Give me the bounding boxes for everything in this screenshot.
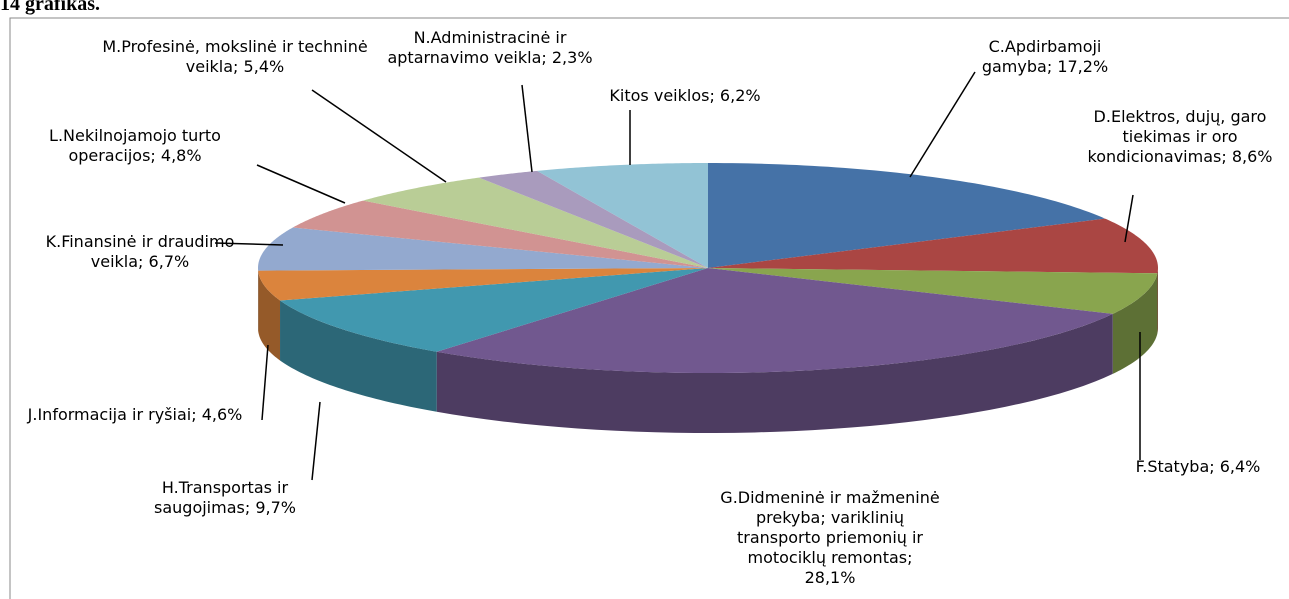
leader-line — [311, 89, 447, 183]
slice — [708, 218, 1158, 274]
leader-line — [261, 344, 269, 421]
value-label: 6,7% — [148, 252, 190, 271]
leader-line — [214, 242, 284, 246]
data-label: J.Informacija ir ryšiai; 4,6% — [5, 405, 265, 425]
leader-line — [521, 84, 533, 173]
data-label: H.Transportas ir saugojimas; 9,7% — [120, 478, 330, 518]
value-label: 2,3% — [551, 48, 593, 67]
value-label: 9,7% — [255, 498, 296, 517]
data-label: L.Nekilnojamojo turto operacijos; 4,8% — [20, 126, 250, 166]
category-label: D.Elektros, dujų, garo tiekimas ir oro k… — [1087, 107, 1267, 166]
data-label: G.Didmeninė ir mažmeninė prekyba; varikl… — [720, 488, 940, 588]
slice — [708, 268, 1158, 314]
slice-side — [280, 300, 437, 412]
slice-side — [436, 313, 1113, 433]
leader-line — [1124, 194, 1134, 243]
value-label: 6,2% — [719, 86, 761, 105]
data-label: M.Profesinė, mokslinė ir techninė veikla… — [100, 37, 370, 77]
slice — [258, 268, 708, 301]
slice — [258, 227, 708, 271]
data-label: F.Statyba; 6,4% — [1108, 457, 1288, 477]
slice — [292, 200, 708, 268]
value-label: 5,4% — [243, 57, 285, 76]
slice-side — [258, 270, 281, 361]
data-label: K.Finansinė ir draudimo veikla; 6,7% — [30, 232, 250, 272]
data-label: C.Apdirbamoji gamyba; 17,2% — [965, 37, 1125, 77]
slice — [708, 163, 1106, 268]
slice — [280, 268, 708, 352]
category-label: M.Profesinė, mokslinė ir techninė veikla… — [102, 37, 368, 76]
value-label: 8,6% — [1231, 147, 1273, 166]
slice-side — [1112, 273, 1158, 374]
value-label: 6,4% — [1219, 457, 1261, 476]
slice — [478, 170, 708, 268]
category-label: G.Didmeninė ir mažmeninė prekyba; varikl… — [720, 488, 940, 567]
leader-line — [909, 71, 976, 178]
slice — [537, 163, 708, 268]
chart-title: 14 grafikas. — [0, 0, 100, 15]
chart-frame — [9, 17, 1289, 599]
value-label: 28,1% — [804, 568, 856, 587]
value-label: 4,6% — [201, 405, 243, 424]
category-label: H.Transportas ir saugojimas; — [154, 478, 289, 517]
category-label: N.Administracinė ir aptarnavimo veikla; — [387, 28, 567, 67]
slice — [436, 268, 1113, 373]
value-label: 4,8% — [160, 146, 202, 165]
data-label: Kitos veiklos; 6,2% — [560, 86, 810, 106]
data-label: N.Administracinė ir aptarnavimo veikla; … — [375, 28, 605, 68]
leader-line — [256, 164, 346, 204]
category-label: J.Informacija ir ryšiai; — [27, 405, 197, 424]
data-label: D.Elektros, dujų, garo tiekimas ir oro k… — [1070, 107, 1289, 167]
category-label: C.Apdirbamoji gamyba; — [981, 37, 1102, 76]
slice — [363, 177, 708, 268]
category-label: F.Statyba; — [1135, 457, 1215, 476]
category-label: L.Nekilnojamojo turto operacijos; — [49, 126, 221, 165]
value-label: 17,2% — [1057, 57, 1109, 76]
leader-line — [311, 401, 321, 481]
category-label: Kitos veiklos; — [609, 86, 715, 105]
slice-side — [1157, 268, 1158, 334]
category-label: K.Finansinė ir draudimo veikla; — [45, 232, 235, 271]
